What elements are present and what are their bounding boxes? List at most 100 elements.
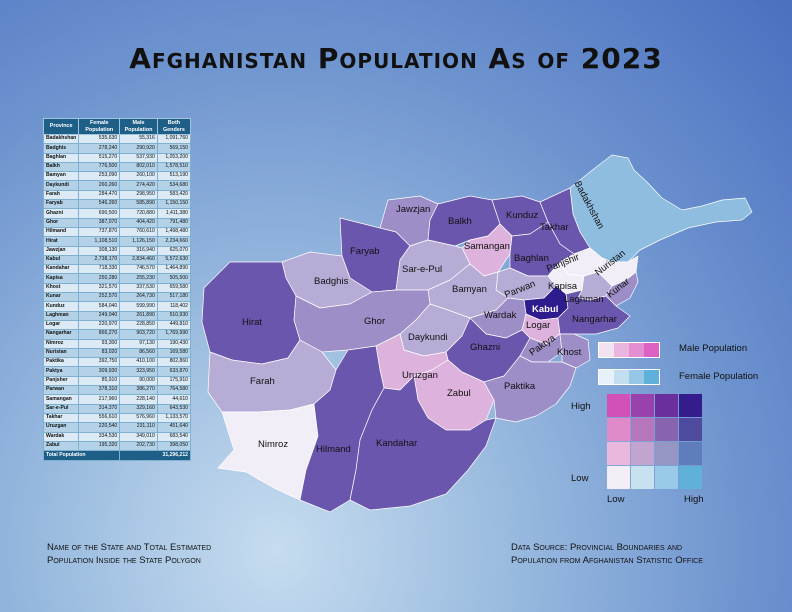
male-legend-swatch [599, 343, 614, 357]
table-row: Logar 220,970 228,850 449,810 [42, 319, 192, 331]
table-row: Kapisa 250,280 255,230 505,500 [42, 273, 192, 284]
label-nangarhar: Nangarhar [572, 314, 617, 325]
table-row: Kunduz 584,040 599,990 118,402 [42, 301, 192, 312]
male-legend-swatch [629, 343, 644, 357]
label-khost: Khost [557, 347, 582, 358]
cell-female: 195,320 [78, 440, 121, 452]
label-zabul: Zabul [447, 388, 471, 399]
bivariate-cell [631, 418, 654, 441]
legend-y-high: High [571, 401, 591, 412]
label-laghman: Laghman [564, 294, 604, 305]
label-wardak: Wardak [484, 310, 517, 321]
footer-data-source: Data Source: Provincial Boundaries and P… [511, 541, 703, 567]
bivariate-cell [655, 394, 678, 417]
label-uruzgan: Uruzgan [402, 370, 438, 381]
col-header-female: Female Population [78, 118, 121, 135]
footer-left-line1: Name of the State and Total Estimated [47, 542, 212, 553]
label-hirat: Hirat [242, 317, 262, 328]
bivariate-cell [679, 466, 702, 489]
province-nangarhar [557, 289, 631, 335]
province-kandahar [349, 375, 497, 511]
label-badghis: Badghis [314, 276, 349, 287]
table-row: Khost 321,570 337,530 659,580 [42, 282, 192, 294]
col-header-male: Male Population [119, 118, 158, 135]
total-label: Total Population [42, 450, 121, 462]
label-sarepul: Sar-e-Pul [402, 264, 442, 275]
legend-y-low: Low [571, 473, 589, 484]
female-legend-swatch [629, 370, 644, 384]
male-population-legend-label: Male Population [679, 343, 748, 354]
bivariate-cell [631, 394, 654, 417]
province-paktika [483, 355, 577, 423]
label-paktika: Paktika [504, 381, 536, 392]
province-hirat [201, 261, 301, 365]
footer-right-line1: Data Source: Provincial Boundaries and [511, 542, 683, 553]
table-header-row: Province Female Population Male Populati… [42, 118, 192, 135]
map-title: Afghanistan Population As of 2023 [129, 42, 663, 75]
bivariate-cell [679, 418, 702, 441]
female-legend-swatch [644, 370, 659, 384]
label-faryab: Faryab [350, 246, 380, 257]
label-logar: Logar [526, 320, 550, 331]
label-jawzjan: Jawzjan [396, 204, 430, 215]
female-legend-swatch [599, 370, 614, 384]
table-row: Faryab 546,260 585,890 1,150,150 [42, 199, 192, 210]
cell-province: Zabul [42, 440, 80, 452]
table-row: Kabul 2,738,170 2,834,460 5,572,630 [42, 254, 192, 266]
table-row: Sar-e-Pul 314,370 329,160 643,530 [42, 403, 192, 414]
table-total-row: Total Population 31,296,212 [42, 450, 191, 462]
footer-left-line2: Population Inside the State Polygon [47, 555, 201, 566]
bivariate-cell [679, 442, 702, 465]
label-hilmand: Hilmand [316, 444, 351, 455]
total-value: 31,296,212 [119, 450, 191, 462]
table-row: Parwan 378,310 386,270 764,580 [42, 384, 192, 396]
table-row: Jawzjan 308,130 316,940 625,070 [42, 245, 192, 256]
table-row: Zabul 195,320 202,730 398,050 [42, 440, 192, 452]
table-row: Wardak 334,530 349,010 683,540 [42, 431, 192, 442]
table-row: Panjsher 85,910 90,000 175,910 [42, 375, 192, 387]
table-row: Badghis 278,240 290,920 569,150 [42, 143, 192, 154]
male-population-legend-bar [598, 342, 660, 358]
label-baghlan: Baghlan [514, 253, 549, 264]
label-daykundi: Daykundi [408, 332, 448, 343]
male-legend-swatch [614, 343, 629, 357]
cell-both: 398,050 [156, 440, 192, 452]
table-row: Ghor 387,070 404,420 791,480 [42, 217, 192, 228]
bivariate-cell [655, 466, 678, 489]
label-farah: Farah [250, 376, 275, 387]
table-row: Uruzgan 220,540 231,110 451,640 [42, 422, 192, 433]
legend-x-high: High [684, 494, 704, 505]
bivariate-cell [607, 394, 630, 417]
label-kandahar: Kandahar [376, 438, 417, 449]
footer-left-note: Name of the State and Total Estimated Po… [47, 541, 211, 567]
bivariate-cell [607, 466, 630, 489]
label-balkh: Balkh [448, 216, 472, 227]
table-row: Baghlan 515,270 537,930 1,053,200 [42, 152, 192, 163]
label-samangan: Samangan [464, 241, 510, 252]
label-kapisa: Kapisa [548, 281, 578, 292]
population-table: Province Female Population Male Populati… [42, 118, 192, 462]
bivariate-legend-grid [607, 394, 702, 489]
female-population-legend-label: Female Population [679, 371, 759, 382]
col-header-both: Both Genders [156, 118, 192, 135]
bivariate-cell [631, 466, 654, 489]
label-bamyan: Bamyan [452, 284, 487, 295]
female-population-legend-bar [598, 369, 660, 385]
table-row: Badakhshan 535,630 55,316 1,091,760 [42, 133, 192, 145]
female-legend-swatch [614, 370, 629, 384]
bivariate-cell [631, 442, 654, 465]
province-khost [559, 333, 591, 369]
bivariate-cell [607, 442, 630, 465]
label-nimroz: Nimroz [258, 439, 288, 450]
bivariate-cell [679, 394, 702, 417]
label-kunduz: Kunduz [506, 210, 538, 221]
legend-x-low: Low [607, 494, 625, 505]
label-kabul: Kabul [532, 304, 558, 315]
footer-right-line2: Population from Afghanistan Statistic Of… [511, 555, 703, 566]
bivariate-cell [655, 418, 678, 441]
bivariate-cell [655, 442, 678, 465]
label-ghor: Ghor [364, 316, 385, 327]
bivariate-cell [607, 418, 630, 441]
label-ghazni: Ghazni [470, 342, 500, 353]
male-legend-swatch [644, 343, 659, 357]
